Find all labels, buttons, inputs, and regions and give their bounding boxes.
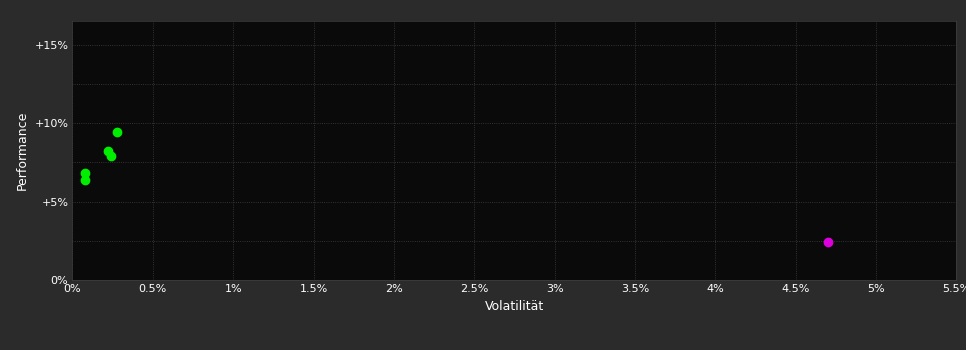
Point [110,130,126,135]
Point [103,153,119,159]
Point [77,177,93,182]
Point [77,170,93,176]
X-axis label: Volatilität: Volatilität [485,300,544,313]
Point [820,239,836,245]
Y-axis label: Performance: Performance [15,111,29,190]
Point [100,148,116,154]
